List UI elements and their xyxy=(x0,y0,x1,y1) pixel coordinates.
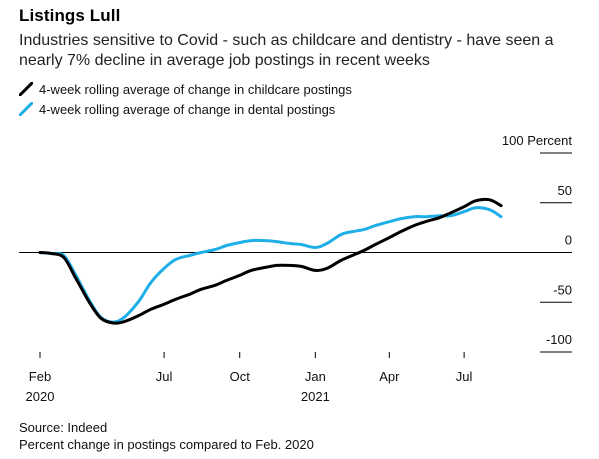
legend-item-childcare: 4-week rolling average of change in chil… xyxy=(19,79,352,99)
units-note: Percent change in postings compared to F… xyxy=(19,437,314,452)
legend-label-dental: 4-week rolling average of change in dent… xyxy=(39,101,336,117)
chart-footer: Source: Indeed Percent change in posting… xyxy=(19,419,314,453)
x-tick-label: Feb xyxy=(29,369,51,384)
x-tick-year: 2020 xyxy=(26,389,55,404)
legend: 4-week rolling average of change in chil… xyxy=(19,79,352,119)
x-tick-year: 2021 xyxy=(301,389,330,404)
legend-swatch-dental xyxy=(19,102,33,116)
source-note: Source: Indeed xyxy=(19,420,108,435)
y-tick-label: 100 Percent xyxy=(502,133,572,148)
y-tick-label: 50 xyxy=(558,183,572,198)
x-tick-label: Jul xyxy=(456,369,473,384)
chart-subtitle: Industries sensitive to Covid - such as … xyxy=(19,32,554,69)
y-tick-label: -50 xyxy=(553,282,572,297)
x-tick-label: Jan xyxy=(305,369,326,384)
legend-swatch-line xyxy=(19,102,33,116)
y-tick-label: -100 xyxy=(546,332,572,347)
x-tick-label: Oct xyxy=(230,369,251,384)
series-line-childcare xyxy=(38,197,503,325)
x-tick-label: Apr xyxy=(379,369,400,384)
legend-swatch-line xyxy=(19,82,33,96)
legend-label-childcare: 4-week rolling average of change in chil… xyxy=(39,81,352,97)
y-tick-label: 0 xyxy=(565,233,572,248)
x-tick-label: Jul xyxy=(156,369,173,384)
legend-swatch-childcare xyxy=(19,82,33,96)
legend-item-dental: 4-week rolling average of change in dent… xyxy=(19,99,352,119)
chart-title: Listings Lull xyxy=(19,6,121,25)
